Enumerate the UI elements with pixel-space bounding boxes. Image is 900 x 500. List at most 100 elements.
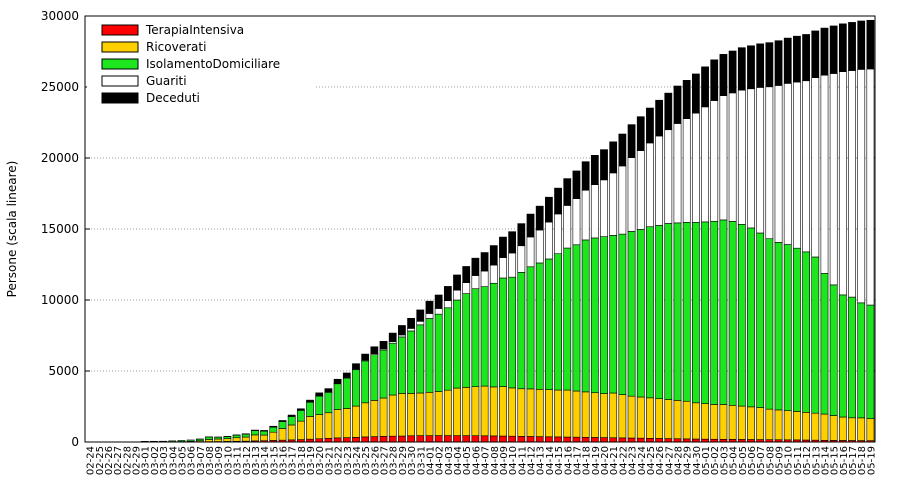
legend-swatch xyxy=(101,58,139,70)
bar-segment xyxy=(673,85,682,124)
bar-segment xyxy=(783,83,792,245)
bar-segment xyxy=(489,264,498,284)
bar-segment xyxy=(719,219,728,405)
bar-segment xyxy=(691,73,700,114)
bar-segment xyxy=(352,369,360,407)
bar-segment xyxy=(655,398,664,439)
bar-segment xyxy=(793,81,801,249)
bar-segment xyxy=(581,189,590,241)
bar-segment xyxy=(361,402,370,438)
bar-segment xyxy=(453,435,461,443)
bar-segment xyxy=(747,88,755,229)
x-tick-label: 05-13 xyxy=(811,446,822,475)
bar-segment xyxy=(517,223,526,247)
bar-segment xyxy=(443,286,452,301)
bar-segment xyxy=(499,277,507,387)
bar-segment xyxy=(232,437,241,442)
bar-segment xyxy=(664,223,673,400)
bar-segment xyxy=(811,30,820,78)
bar-segment xyxy=(811,412,820,441)
x-tick-label: 03-11 xyxy=(233,446,244,475)
bar-segment xyxy=(756,87,765,234)
x-tick-label: 03-24 xyxy=(352,446,363,475)
bar-segment xyxy=(664,129,673,224)
bar-segment xyxy=(802,251,810,413)
x-tick-label: 05-05 xyxy=(738,446,749,475)
bar-segment xyxy=(820,27,829,76)
bar-segment xyxy=(499,435,507,443)
x-tick-label: 05-09 xyxy=(775,446,786,475)
bar-segment xyxy=(296,420,305,440)
bar-segment xyxy=(398,325,406,336)
y-tick-label: 10000 xyxy=(41,293,79,307)
bar-segment xyxy=(480,286,489,387)
bar-segment xyxy=(590,392,599,438)
bar-segment xyxy=(673,400,682,440)
bar-segment xyxy=(526,236,535,268)
bar-segment xyxy=(554,187,562,215)
bar-segment xyxy=(618,233,627,395)
bar-segment xyxy=(636,150,645,230)
bar-segment xyxy=(618,165,627,235)
bar-segment xyxy=(434,391,443,436)
bar-segment xyxy=(655,99,664,137)
bar-segment xyxy=(333,409,342,439)
x-tick-label: 04-29 xyxy=(683,446,694,475)
legend-swatch xyxy=(101,24,139,36)
bar-segment xyxy=(499,236,507,258)
bar-segment xyxy=(471,288,480,387)
bar-segment xyxy=(866,19,875,70)
bar-segment xyxy=(333,437,342,443)
bar-segment xyxy=(554,213,562,255)
bar-segment xyxy=(333,378,342,384)
x-tick-label: 04-15 xyxy=(554,446,565,475)
legend-label: Ricoverati xyxy=(146,40,206,54)
bar-segment xyxy=(333,383,342,410)
bar-segment xyxy=(324,388,333,393)
bar-segment xyxy=(563,178,572,206)
bar-segment xyxy=(453,289,461,301)
bar-segment xyxy=(425,435,434,443)
x-tick-label: 03-14 xyxy=(260,446,271,475)
x-tick-label: 03-08 xyxy=(205,446,216,475)
bar-segment xyxy=(251,430,259,436)
bar-segment xyxy=(425,318,434,393)
bar-segment xyxy=(820,74,829,274)
bar-segment xyxy=(691,112,700,223)
bar-segment xyxy=(783,244,792,411)
bar-segment xyxy=(572,244,581,392)
bar-segment xyxy=(342,408,351,438)
bar-segment xyxy=(737,89,746,225)
bar-segment xyxy=(489,245,498,266)
bar-segment xyxy=(563,205,572,249)
x-tick-label: 03-19 xyxy=(306,446,317,475)
bar-segment xyxy=(489,386,498,437)
bar-segment xyxy=(765,238,774,410)
bar-segment xyxy=(361,436,370,443)
bar-segment xyxy=(260,430,269,432)
bar-segment xyxy=(554,436,562,443)
bar-segment xyxy=(480,435,489,443)
bar-segment xyxy=(848,417,856,441)
bar-segment xyxy=(489,282,498,388)
bar-segment xyxy=(646,226,654,399)
y-axis-label: Persone (scala lineare) xyxy=(5,161,19,298)
bar-segment xyxy=(324,438,333,443)
bar-segment xyxy=(627,124,636,158)
bar-segment xyxy=(554,253,562,391)
bar-segment xyxy=(765,408,774,440)
x-tick-label: 04-21 xyxy=(609,446,620,475)
bar-segment xyxy=(517,436,526,443)
bar-segment xyxy=(526,388,535,437)
bar-segment xyxy=(379,397,388,437)
x-tick-label: 04-11 xyxy=(517,446,528,475)
x-tick-label: 03-07 xyxy=(196,446,207,475)
bar-segment xyxy=(600,393,608,438)
bar-segment xyxy=(352,437,360,443)
x-tick-label: 05-07 xyxy=(756,446,767,475)
bar-segment xyxy=(342,377,351,409)
x-tick-label: 05-16 xyxy=(839,446,850,475)
bar-segment xyxy=(526,213,535,238)
bar-segment xyxy=(609,392,618,439)
